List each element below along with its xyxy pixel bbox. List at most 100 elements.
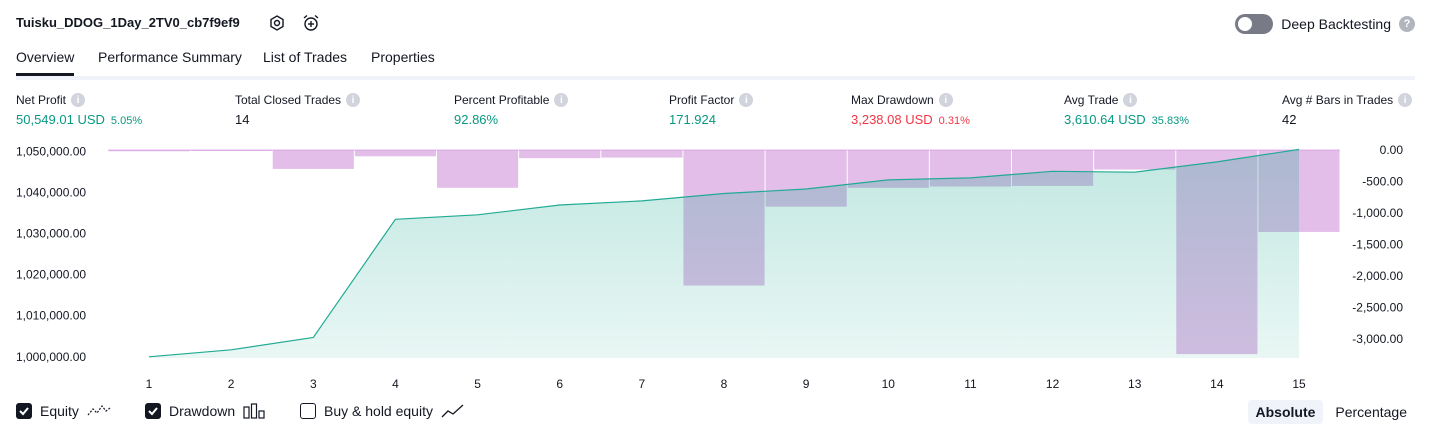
x-tick-label: 14 — [1210, 377, 1224, 391]
metric-label: Total Closed Trades — [235, 93, 342, 107]
equity-line-icon — [87, 405, 111, 416]
x-tick-label: 10 — [882, 377, 896, 391]
right-tick-label: -3,000.00 — [1352, 332, 1403, 346]
right-tick-label: -500.00 — [1362, 175, 1403, 189]
scale-switch: Absolute Percentage — [1247, 400, 1416, 424]
deep-backtesting-toggle[interactable] — [1235, 14, 1274, 34]
x-axis: 1 2 3 4 5 6 7 8 9 10 11 12 13 14 15 — [146, 377, 1306, 391]
left-axis: 1,050,000.00 1,040,000.00 1,030,000.00 1,02… — [16, 145, 86, 364]
equity-checkbox[interactable] — [16, 403, 32, 419]
metric-total-closed-trades: Total Closed Trades i 14 — [235, 93, 361, 127]
legend-label: Drawdown — [169, 403, 236, 419]
equity-drawdown-chart: 1,050,000.00 1,040,000.00 1,030,000.00 1,02… — [16, 143, 1403, 391]
info-icon[interactable]: i — [71, 93, 86, 107]
metric-label: Net Profit — [16, 93, 67, 107]
info-icon[interactable]: i — [346, 93, 361, 107]
strategy-header: Tuisku_DDOG_1Day_2TV0_cb7f9ef9 Deep Back… — [16, 12, 1415, 36]
metric-value: 92.86% — [454, 112, 499, 127]
tab-performance-summary[interactable]: Performance Summary — [98, 49, 242, 65]
metric-value: 3,238.08 USD — [851, 112, 933, 127]
metric-value: 50,549.01 USD — [16, 112, 105, 127]
metric-value: 42 — [1282, 112, 1297, 127]
toggle-knob — [1238, 17, 1253, 31]
x-tick-label: 6 — [556, 377, 563, 391]
strategy-title: Tuisku_DDOG_1Day_2TV0_cb7f9ef9 — [16, 15, 240, 30]
metric-label: Profit Factor — [669, 93, 735, 107]
drawdown-bar — [601, 150, 683, 158]
equity-line — [148, 148, 1300, 358]
x-tick-label: 8 — [721, 377, 728, 391]
help-icon[interactable]: ? — [1399, 16, 1415, 32]
metrics-row: Net Profit i 50,549.01 USD 5.05% Total Clo… — [16, 93, 1415, 133]
x-tick-label: 3 — [310, 377, 317, 391]
metric-percent: 0.31% — [938, 115, 970, 127]
drawdown-bar — [437, 150, 519, 188]
drawdown-bar — [108, 150, 190, 152]
line-chart-icon — [441, 404, 464, 418]
metric-label: Avg Trade — [1064, 93, 1119, 107]
drawdown-bar — [190, 150, 272, 151]
right-tick-label: -1,500.00 — [1352, 238, 1403, 252]
settings-icon[interactable] — [267, 13, 287, 33]
drawdown-bar — [519, 150, 601, 159]
metric-value: 14 — [235, 112, 250, 127]
drawdown-bar — [1094, 150, 1176, 170]
info-icon[interactable]: i — [554, 93, 569, 107]
deep-backtesting: Deep Backtesting ? — [1235, 13, 1415, 35]
info-icon[interactable]: i — [1123, 93, 1138, 107]
left-tick-label: 1,040,000.00 — [16, 186, 86, 200]
x-tick-label: 2 — [228, 377, 235, 391]
metric-avg-bars: Avg # Bars in Trades i 42 — [1282, 93, 1413, 127]
metric-percent: 35.83% — [1151, 115, 1189, 127]
x-tick-label: 4 — [392, 377, 399, 391]
info-icon[interactable]: i — [1398, 93, 1413, 107]
drawdown-bar — [354, 150, 436, 157]
x-tick-label: 9 — [803, 377, 810, 391]
left-tick-label: 1,050,000.00 — [16, 145, 86, 159]
deep-backtesting-label: Deep Backtesting — [1281, 16, 1391, 32]
metric-label: Percent Profitable — [454, 93, 550, 107]
legend-buy-hold[interactable]: Buy & hold equity — [300, 403, 465, 419]
tab-properties[interactable]: Properties — [371, 49, 435, 65]
x-tick-label: 5 — [474, 377, 481, 391]
percentage-button[interactable]: Percentage — [1335, 404, 1407, 420]
left-tick-label: 1,030,000.00 — [16, 227, 86, 241]
legend-label: Buy & hold equity — [324, 403, 433, 419]
right-tick-label: 0.00 — [1380, 143, 1404, 157]
metric-net-profit: Net Profit i 50,549.01 USD 5.05% — [16, 93, 142, 127]
legend-equity[interactable]: Equity — [16, 403, 111, 419]
buy-hold-checkbox[interactable] — [300, 403, 316, 419]
bar-chart-icon — [243, 403, 265, 419]
metric-profit-factor: Profit Factor i 171.924 — [669, 93, 754, 127]
absolute-button[interactable]: Absolute — [1247, 400, 1324, 424]
legend-drawdown[interactable]: Drawdown — [145, 403, 265, 419]
x-tick-label: 11 — [964, 377, 977, 391]
metric-value: 171.924 — [669, 112, 716, 127]
metric-percent: 5.05% — [110, 115, 143, 127]
legend-label: Equity — [40, 403, 79, 419]
equity-area — [149, 149, 1299, 358]
metric-value: 3,610.64 USD — [1064, 112, 1146, 127]
equity-series — [148, 148, 1300, 358]
info-icon[interactable]: i — [739, 93, 754, 107]
left-tick-label: 1,010,000.00 — [16, 309, 86, 323]
tab-overview[interactable]: Overview — [16, 49, 75, 76]
x-tick-label: 1 — [146, 377, 153, 391]
x-tick-label: 15 — [1292, 377, 1306, 391]
left-tick-label: 1,020,000.00 — [16, 268, 86, 282]
right-axis: 0.00 -500.00 -1,000.00 -1,500.00 -2,000.00 -2… — [1352, 143, 1403, 346]
add-alert-icon[interactable] — [301, 13, 321, 33]
drawdown-checkbox[interactable] — [145, 403, 161, 419]
left-tick-label: 1,000,000.00 — [16, 350, 86, 364]
x-tick-label: 7 — [639, 377, 646, 391]
x-tick-label: 13 — [1128, 377, 1142, 391]
metric-avg-trade: Avg Trade i 3,610.64 USD 35.83% — [1064, 93, 1189, 127]
drawdown-bar — [272, 150, 354, 169]
info-icon[interactable]: i — [938, 93, 953, 107]
x-tick-label: 12 — [1046, 377, 1060, 391]
metric-percent-profitable: Percent Profitable i 92.86% — [454, 93, 569, 127]
tab-list-of-trades[interactable]: List of Trades — [263, 49, 348, 65]
right-tick-label: -2,000.00 — [1352, 269, 1403, 283]
right-tick-label: -1,000.00 — [1352, 206, 1403, 220]
metric-max-drawdown: Max Drawdown i 3,238.08 USD 0.31% — [851, 93, 970, 127]
